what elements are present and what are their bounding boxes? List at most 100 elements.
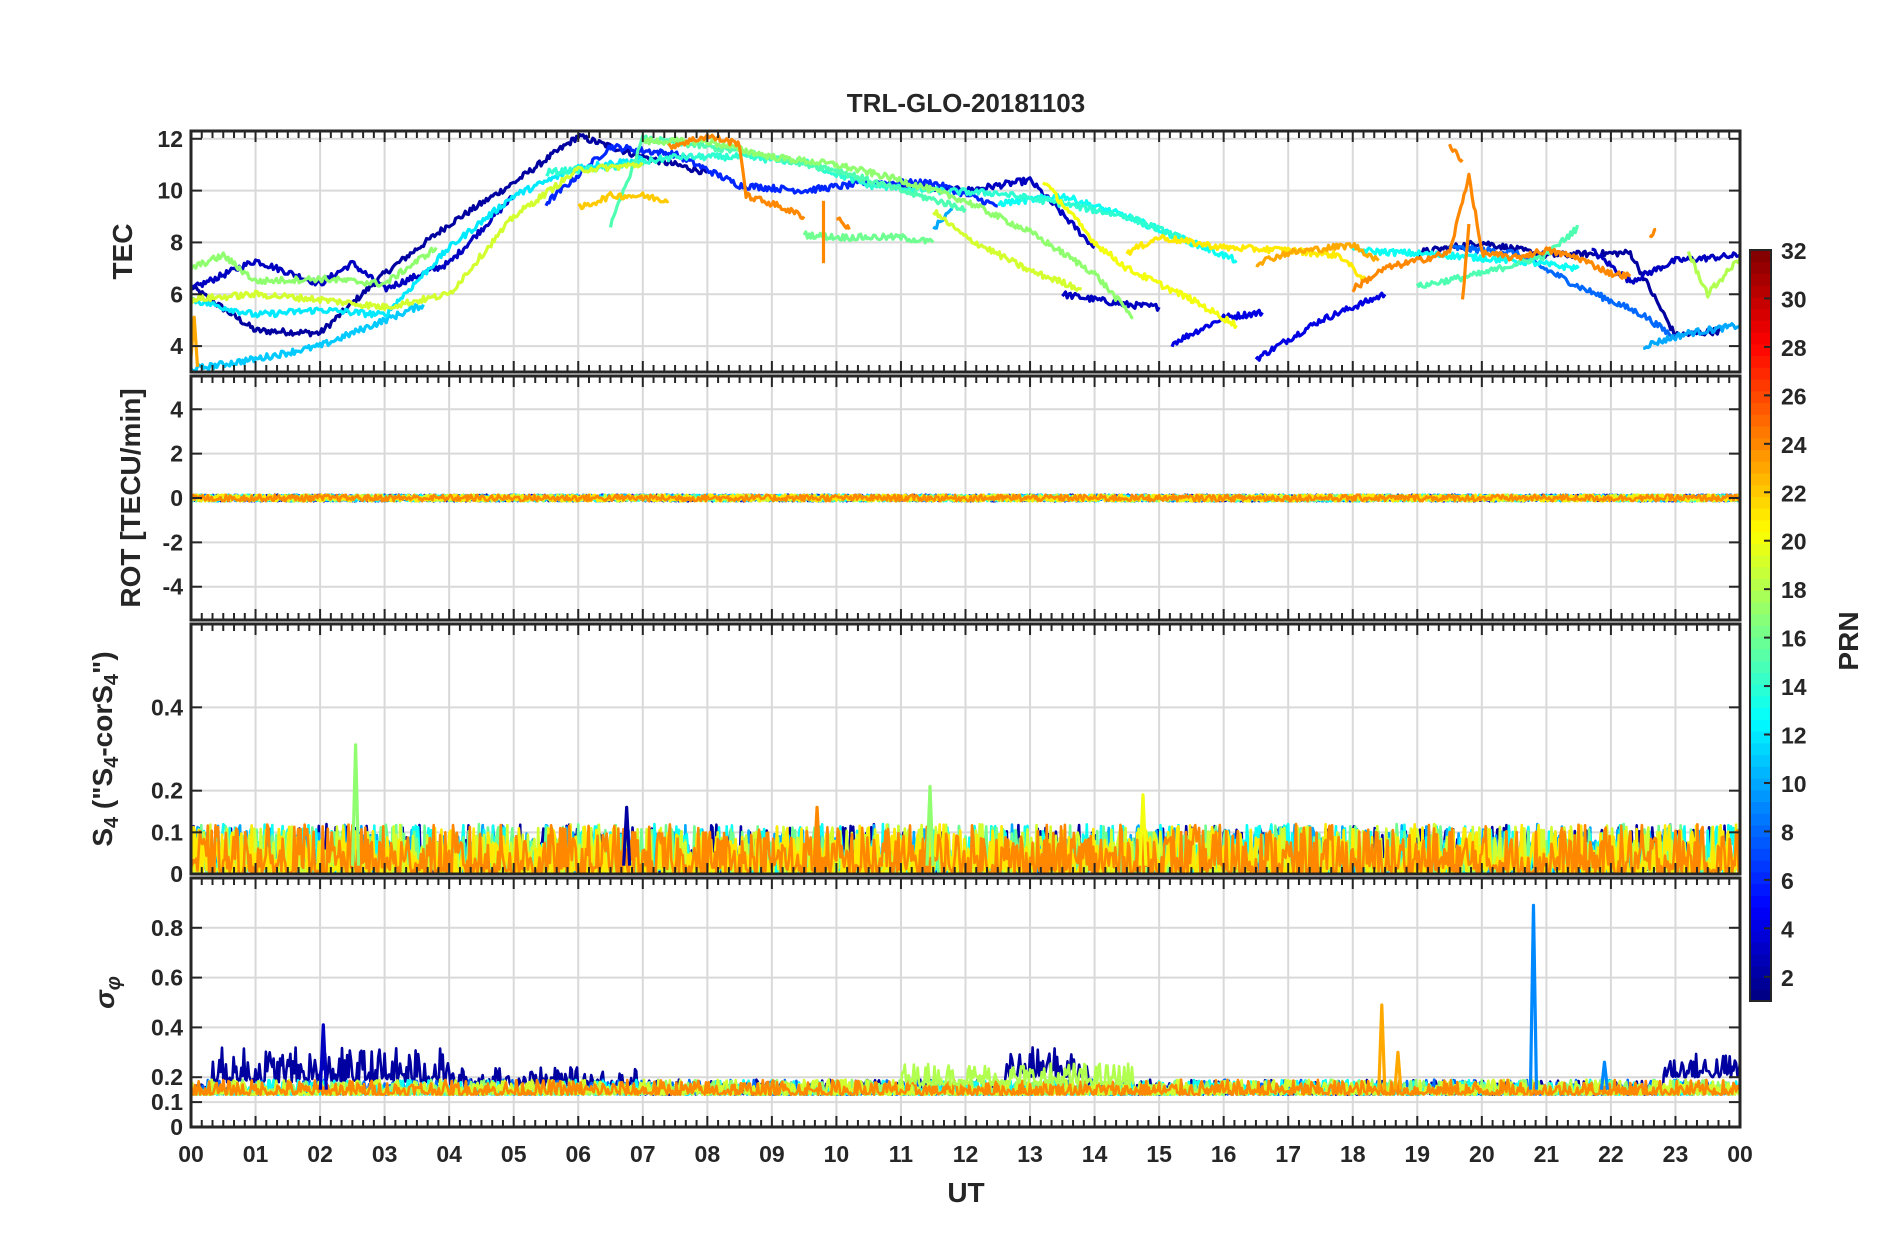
tec-series-prn-23 [1255,241,1380,268]
y-tick-label: 0.1 [151,819,183,845]
y-tick-label: 4 [170,396,183,422]
colorbar-swatch [1750,554,1771,568]
x-tick-label: 00 [178,1141,204,1167]
panel-data [191,903,1740,1096]
colorbar-swatch [1750,601,1771,615]
spike-prn-2 [622,805,632,866]
colorbar-swatch [1750,355,1771,368]
colorbar-label: PRN [1833,611,1864,670]
tec-series-prn-17 [641,136,1134,320]
colorbar-swatch [1750,531,1771,544]
tec-series-prn-24 [1448,143,1464,163]
series-S4-prn-24 [191,822,1740,874]
x-tick-label: 05 [501,1141,527,1167]
y-tick-label: 0.6 [151,965,183,991]
colorbar-swatch [1750,589,1771,603]
x-tick-label: 02 [307,1141,333,1167]
y-axis-label: TEC [107,224,138,280]
y-tick-label: 12 [157,126,183,152]
colorbar-swatch [1750,801,1771,814]
panel-sigma_phi: 00.10.2 0.4 0.6 0.8 σφ [89,876,1742,1140]
x-tick-label: 19 [1404,1141,1430,1167]
colorbar-swatch [1750,390,1771,404]
colorbar-swatch [1750,965,1771,979]
colorbar-swatch [1750,742,1771,756]
y-tick-label: 0 [170,1114,183,1140]
tec-series-prn-4 [1254,291,1387,362]
x-tick-label: 22 [1598,1141,1624,1167]
x-tick-label: 04 [436,1141,462,1167]
x-tick-label: 21 [1534,1141,1560,1167]
spike-prn-3 [318,1023,328,1090]
colorbar-swatch [1750,636,1771,650]
colorbar-swatch [1750,578,1771,591]
spike-prn-17 [350,743,361,866]
panel-ROT: -4 -2 0 2 4 ROT [TECU/min] [115,374,1742,622]
spike-prn-24 [812,805,822,866]
colorbar-swatch [1750,625,1771,638]
x-axis-label: UT [947,1177,984,1208]
x-tick-label: 13 [1017,1141,1043,1167]
colorbar-swatch [1750,378,1771,392]
colorbar-swatch [1750,894,1771,908]
colorbar-tick-label: 32 [1781,238,1807,264]
y-tick-label: 8 [170,229,183,255]
colorbar-swatch [1750,331,1771,345]
colorbar-swatch [1750,296,1771,310]
colorbar-swatch [1750,695,1771,709]
tec-series-prn-11 [191,303,425,372]
x-tick-label: 14 [1082,1141,1108,1167]
y-tick-label: 0.1 [151,1089,183,1115]
tec-series-prn-21 [1125,233,1368,283]
colorbar-swatch [1750,906,1771,920]
colorbar-swatch [1750,847,1771,861]
y-tick-label: 0.4 [151,694,183,720]
x-tick-label: 09 [759,1141,785,1167]
colorbar-swatch [1750,495,1771,509]
y-tick-label: 0.8 [151,915,183,941]
x-tick-label: 16 [1211,1141,1237,1167]
spike-prn-17 [925,784,935,866]
colorbar-swatch [1750,871,1771,885]
y-axis-label: σφ [89,976,125,1009]
x-tick-label: 23 [1663,1141,1689,1167]
y-tick-label: 0.4 [151,1014,183,1040]
y-axis-label: ROT [TECU/min] [115,388,146,607]
colorbar-tick-label: 14 [1781,674,1807,700]
x-tick-label: 06 [565,1141,591,1167]
chart-title: TRL-GLO-20181103 [847,88,1085,118]
colorbar-swatch [1750,507,1771,521]
colorbar-swatch [1750,460,1771,474]
colorbar-swatch [1750,824,1771,838]
tec-series-prn-18 [1686,250,1740,299]
colorbar-swatch [1750,425,1771,439]
y-tick-label: 0 [170,861,183,887]
y-axis-label: S4 ("S4-corS4") [87,651,123,846]
colorbar-tick-label: 10 [1781,771,1807,797]
tec-series-prn-19 [191,162,644,312]
panel-S4: 0 0.1 0.2 0.4 S4 ("S4-corS4") [87,622,1742,887]
colorbar-swatch [1750,402,1771,415]
series-ROT-prn-24 [191,493,1740,503]
y-tick-label: 0.2 [151,1064,183,1090]
colorbar-tick-label: 30 [1781,286,1807,312]
tec-series-prn-16 [802,230,935,245]
tec-series-prn-13 [997,192,1238,264]
panel-data [191,493,1740,503]
colorbar-swatch [1750,343,1771,357]
spike-prn-23 [1377,1003,1387,1090]
y-tick-label: 2 [170,441,183,467]
series-sigma_phi-prn-24 [191,1078,1740,1096]
tec-series-prn-3 [1061,290,1161,312]
tec-series-prn-17 [191,246,438,288]
colorbar-swatch [1750,977,1771,990]
colorbar-swatch [1750,648,1771,662]
y-tick-label: 0.2 [151,778,183,804]
colorbar-tick-label: 6 [1781,868,1794,894]
tec-series-prn-24 [667,133,806,221]
colorbar-tick-label: 26 [1781,383,1807,409]
colorbar-swatch [1750,437,1771,450]
